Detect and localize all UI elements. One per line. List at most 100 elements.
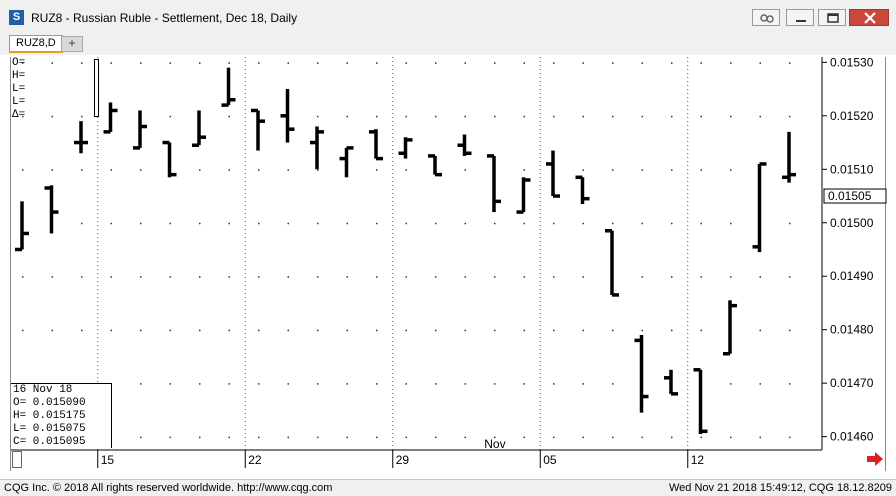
grid-dot — [22, 329, 24, 332]
axis-layer: 0.01460 0.01470 0.01480 0.01490 0.01500 0.015… — [11, 55, 887, 468]
grid-dot — [169, 62, 171, 64]
close-icon — [864, 12, 876, 24]
grid-dot — [317, 383, 319, 385]
ohlc-bar — [693, 368, 708, 434]
grid-dot — [169, 222, 171, 225]
grid-dot — [464, 222, 466, 225]
grid-dot — [51, 329, 53, 332]
ohlc-last-label: L= — [12, 96, 26, 108]
grid-dot — [730, 222, 732, 225]
scroll-marker[interactable] — [94, 59, 99, 117]
window-title: RUZ8 - Russian Ruble - Settlement, Dec 1… — [31, 11, 298, 25]
grid-dot — [169, 276, 171, 278]
grid-dot — [494, 436, 496, 439]
grid-dot — [81, 329, 83, 332]
ohlc-bar — [192, 110, 206, 147]
grid-dot — [582, 383, 584, 385]
ohlc-bar — [634, 335, 649, 413]
ohlc-bar — [605, 229, 619, 297]
bars-layer — [15, 67, 796, 434]
grid-dot — [22, 115, 24, 118]
grid-dot — [140, 436, 142, 439]
grid-dot — [199, 222, 201, 225]
grid-dot — [759, 276, 761, 278]
grid-dot — [258, 222, 260, 225]
grid-dot — [523, 115, 525, 118]
grid-dot — [789, 383, 791, 385]
scroll-left-handle[interactable] — [12, 451, 22, 468]
grid-dot — [81, 169, 83, 171]
grid-dot — [671, 222, 673, 225]
grid-dot — [317, 115, 319, 118]
maximize-button[interactable] — [818, 9, 846, 26]
minimize-button[interactable] — [786, 9, 814, 26]
grid-dot — [730, 436, 732, 439]
grid-dot — [405, 329, 407, 332]
grid-dot — [700, 169, 702, 171]
link-button[interactable] — [752, 9, 780, 26]
info-high: H= 0.015175 — [13, 410, 86, 422]
grid-dot — [376, 436, 378, 439]
grid-dot — [287, 62, 289, 64]
grid-dot — [199, 436, 201, 439]
grid-dot — [51, 62, 53, 64]
grid-dot — [169, 115, 171, 118]
ohlc-readout: O= H= L= L= Δ= — [12, 57, 25, 122]
grid-dot — [228, 383, 230, 385]
grid-dot — [612, 436, 614, 439]
grid-dot — [759, 329, 761, 332]
ohlc-bar — [664, 369, 678, 396]
ohlc-bar — [103, 102, 118, 134]
grid-dot — [553, 62, 555, 64]
scroll-right-arrow-icon[interactable] — [866, 452, 884, 466]
ohlc-bar — [251, 108, 265, 151]
y-tick-label: 0.01500 — [830, 216, 874, 230]
ohlc-bar — [575, 175, 590, 205]
grid-dot — [228, 222, 230, 225]
grid-dot — [523, 436, 525, 439]
chart-frame — [10, 57, 886, 471]
grid-dot — [110, 169, 112, 171]
grid-dot — [140, 62, 142, 64]
grid-dot — [641, 169, 643, 171]
grid-dot — [494, 62, 496, 64]
ohlc-bar — [74, 121, 88, 154]
grid-dot — [700, 329, 702, 332]
grid-dot — [523, 62, 525, 64]
grid-dot — [523, 276, 525, 278]
grid-dot — [523, 383, 525, 385]
grid-dot — [199, 169, 201, 171]
y-tick-label: 0.01490 — [830, 269, 874, 283]
ohlc-bar — [457, 134, 472, 156]
grid-dot — [405, 276, 407, 278]
grid-dot — [346, 62, 348, 64]
ohlc-high-label: H= — [12, 70, 26, 82]
grid-dot — [140, 276, 142, 278]
grid-dot — [287, 329, 289, 332]
grid-dot — [612, 329, 614, 332]
grid-dot — [169, 329, 171, 332]
grid-dot — [346, 115, 348, 118]
grid-dot — [405, 383, 407, 385]
add-tab-button[interactable]: + — [61, 36, 83, 52]
x-tick-label: 22 — [248, 453, 262, 467]
grid-dot — [376, 329, 378, 332]
grid-dot — [346, 276, 348, 278]
grid-dot — [140, 222, 142, 225]
grid-dot — [612, 383, 614, 385]
grid-dot — [641, 222, 643, 225]
grid-dot — [730, 169, 732, 171]
minimize-icon — [796, 20, 806, 22]
grid-dot — [199, 276, 201, 278]
x-tick-label: 05 — [543, 453, 557, 467]
tab-ruz8-d[interactable]: RUZ8,D — [9, 35, 63, 53]
close-button[interactable] — [849, 9, 889, 26]
grid-layer — [22, 57, 791, 450]
grid-dot — [376, 276, 378, 278]
grid-dot — [228, 276, 230, 278]
ohlc-bar — [782, 131, 796, 183]
x-tick-label: 12 — [691, 453, 705, 467]
ohlc-bar — [44, 185, 59, 234]
grid-dot — [435, 276, 437, 278]
